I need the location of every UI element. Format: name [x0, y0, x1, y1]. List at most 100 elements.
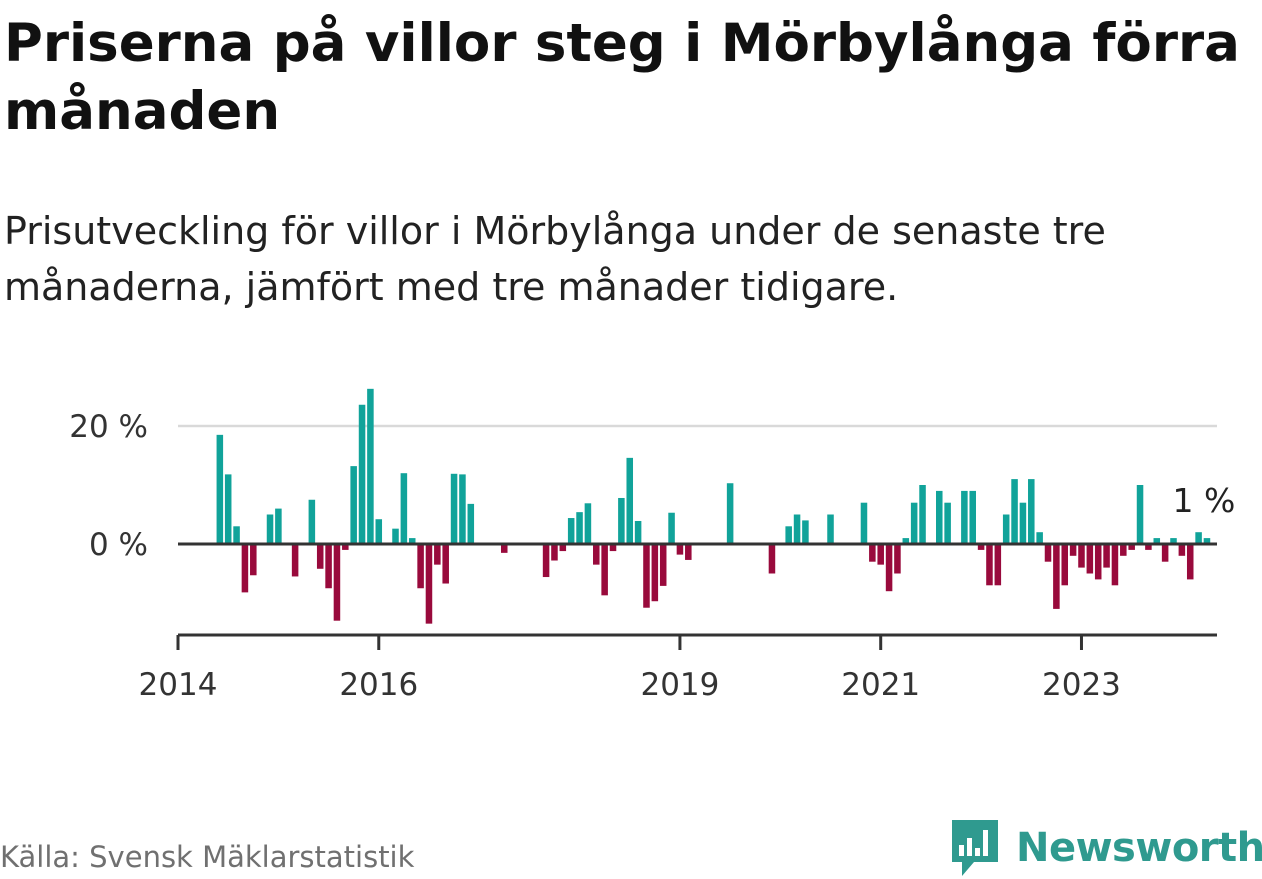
bar [1186, 544, 1194, 580]
bar [392, 528, 399, 544]
bar [291, 544, 299, 577]
bar [250, 544, 257, 576]
bar [425, 544, 433, 624]
bar [651, 544, 659, 602]
bar [400, 473, 408, 544]
bar [1178, 544, 1186, 556]
bar [919, 485, 926, 544]
bar [325, 544, 332, 589]
x-tick-label: 2021 [841, 667, 920, 703]
annotations: 1 % [1173, 481, 1236, 520]
bar [944, 502, 951, 544]
bar [375, 519, 383, 544]
bar [902, 538, 910, 544]
bar [1036, 532, 1043, 544]
y-tick-label: 0 % [89, 527, 148, 563]
bar [551, 544, 558, 561]
bar [500, 544, 508, 553]
bar [894, 544, 901, 574]
bar [224, 474, 232, 544]
bar [827, 514, 834, 544]
bar [1170, 538, 1177, 544]
brand-name: Newsworthy [1016, 825, 1262, 871]
bar [685, 544, 692, 560]
y-tick-label: 20 % [69, 409, 148, 445]
bar [275, 508, 282, 544]
bar [316, 544, 324, 569]
bar [643, 544, 650, 608]
bar [1078, 544, 1085, 568]
bar [1028, 479, 1035, 544]
x-axis-ticks: 2014 2016 2019 2021 2023 [139, 635, 1121, 703]
bar [785, 526, 792, 544]
bar [417, 544, 424, 589]
bar [802, 520, 809, 544]
bar [969, 490, 976, 544]
bar [367, 388, 374, 544]
bar [266, 514, 274, 544]
bar [609, 544, 617, 552]
bar [977, 544, 985, 550]
bar [860, 502, 868, 544]
bar [308, 499, 316, 544]
bar [576, 512, 583, 544]
bar [333, 544, 341, 621]
x-tick-label: 2019 [640, 667, 719, 703]
bar [434, 544, 441, 565]
bar [542, 544, 550, 578]
bar [584, 503, 592, 544]
bar [877, 544, 884, 565]
bar [885, 544, 893, 592]
bars [216, 388, 1211, 624]
bar [634, 520, 642, 544]
bar [626, 457, 634, 544]
bar [726, 483, 734, 544]
bar [1086, 544, 1094, 574]
newsworthy-brand[interactable]: Newsworthy [948, 818, 1262, 878]
bar [1153, 538, 1161, 544]
bar [358, 404, 366, 544]
bar [768, 544, 776, 574]
bar [1069, 544, 1077, 556]
bar [676, 544, 684, 555]
bar [1061, 544, 1069, 586]
bar [342, 544, 349, 550]
x-tick-label: 2023 [1042, 667, 1121, 703]
bar [1103, 544, 1110, 568]
bar [559, 544, 567, 552]
bar [1044, 544, 1052, 562]
bar-chart: 0 % 20 % 2014 2016 2019 2021 2023 1 % [69, 388, 1236, 703]
bar [1145, 544, 1152, 550]
bar [593, 544, 600, 565]
bar [459, 474, 466, 544]
bar [567, 518, 575, 544]
bar [1128, 544, 1135, 550]
bar [1019, 502, 1027, 544]
bar [450, 473, 458, 544]
bar [601, 544, 608, 596]
bar [994, 544, 1002, 586]
bar [618, 497, 625, 544]
bar [936, 490, 943, 544]
bar [1136, 485, 1144, 544]
chart-subtitle: Prisutveckling för villor i Mörbylånga u… [4, 209, 1106, 309]
y-axis-labels: 0 % 20 % [69, 409, 148, 563]
bar [1111, 544, 1119, 586]
bar [659, 544, 667, 586]
bar [350, 466, 357, 544]
bar [1002, 514, 1010, 544]
bar [1161, 544, 1169, 562]
bar [241, 544, 249, 593]
bar [668, 512, 675, 544]
bar [961, 490, 968, 544]
bar [216, 434, 224, 544]
newsworthy-logo-icon [952, 820, 998, 876]
bar [408, 538, 416, 544]
bar [793, 514, 801, 544]
chart-title: Priserna på villor steg i Mörbylånga för… [4, 13, 1240, 142]
bar [1094, 544, 1102, 580]
bar [986, 544, 993, 586]
bar [1053, 544, 1060, 609]
bar [869, 544, 876, 562]
bar [233, 526, 240, 544]
